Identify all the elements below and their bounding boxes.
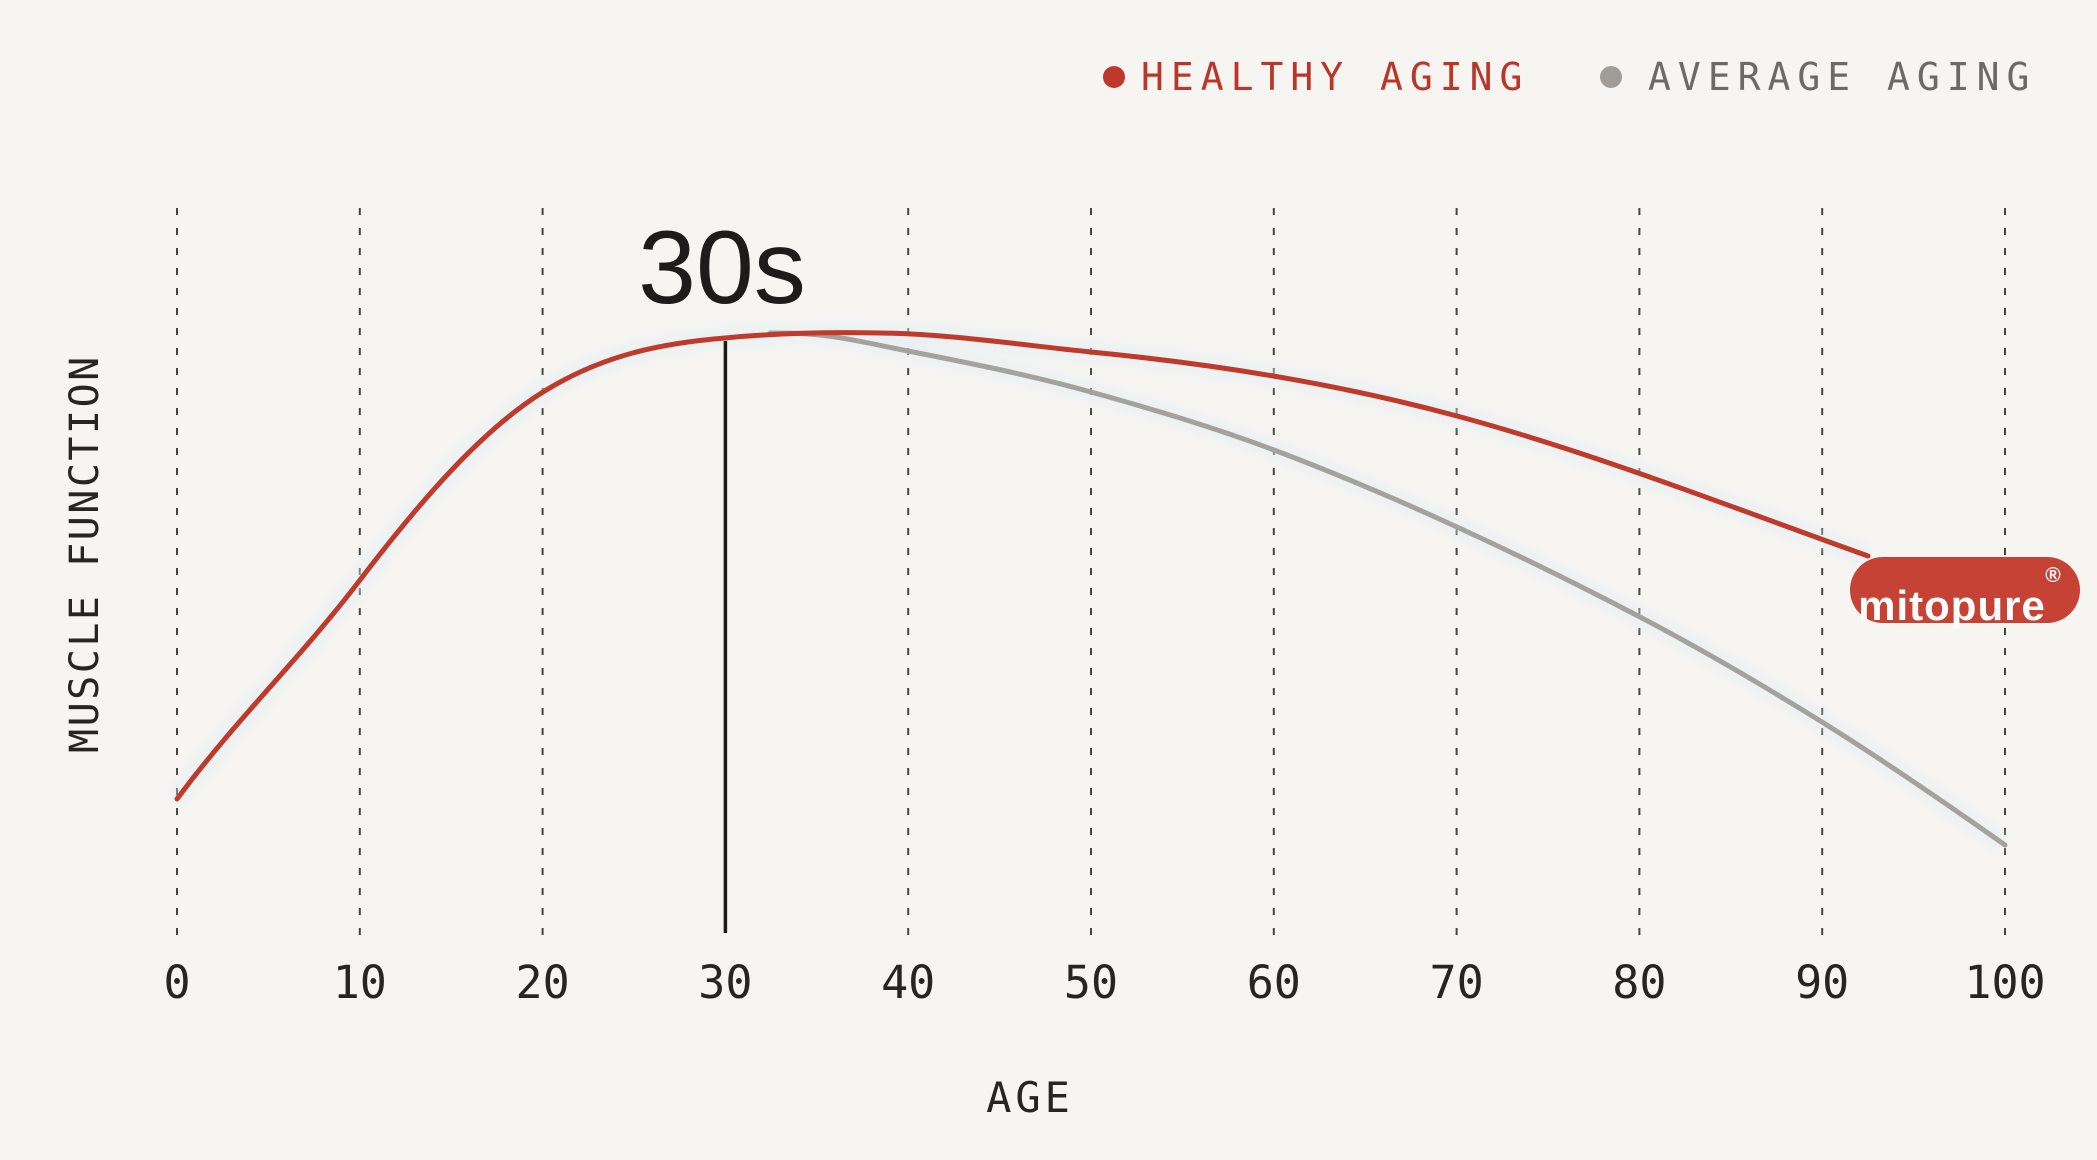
legend: HEALTHY AGING AVERAGE AGING	[1103, 55, 2036, 99]
x-axis-title: AGE	[986, 1073, 1074, 1122]
average-aging-curve	[767, 330, 2008, 848]
x-tick-label: 50	[1064, 956, 1118, 1009]
healthy-curve-halo	[169, 323, 1872, 805]
legend-dot-average	[1600, 66, 1622, 88]
legend-label-average: AVERAGE AGING	[1648, 55, 2036, 99]
x-tick-label: 90	[1795, 956, 1849, 1009]
brand-name: mitopure	[1858, 582, 2046, 629]
brand-badge-pill	[1850, 557, 2080, 623]
registered-trademark-icon: ®	[2045, 564, 2061, 587]
legend-dot-healthy	[1103, 66, 1125, 88]
x-tick-label: 20	[516, 956, 570, 1009]
x-tick-label: 40	[881, 956, 935, 1009]
x-tick-label: 70	[1430, 956, 1484, 1009]
peak-label: 30s	[638, 210, 806, 326]
healthy-aging-curve	[174, 330, 1871, 802]
x-tick-label: 60	[1247, 956, 1301, 1009]
x-tick-label: 100	[1964, 956, 2045, 1009]
legend-label-healthy: HEALTHY AGING	[1141, 55, 1529, 99]
x-tick-label: 0	[163, 956, 190, 1009]
x-tick-label: 10	[333, 956, 387, 1009]
x-tick-label: 80	[1612, 956, 1666, 1009]
x-tick-label: 30	[698, 956, 752, 1009]
x-tick-labels: 0 10 20 30 40 50 60 70 80 90 100	[163, 956, 2045, 1009]
average-curve-halo	[769, 325, 2010, 852]
y-axis-title: MUSCLE FUNCTION	[62, 354, 108, 753]
brand-badge: mitopure ®	[1850, 557, 2080, 629]
x-gridlines	[176, 208, 2006, 937]
